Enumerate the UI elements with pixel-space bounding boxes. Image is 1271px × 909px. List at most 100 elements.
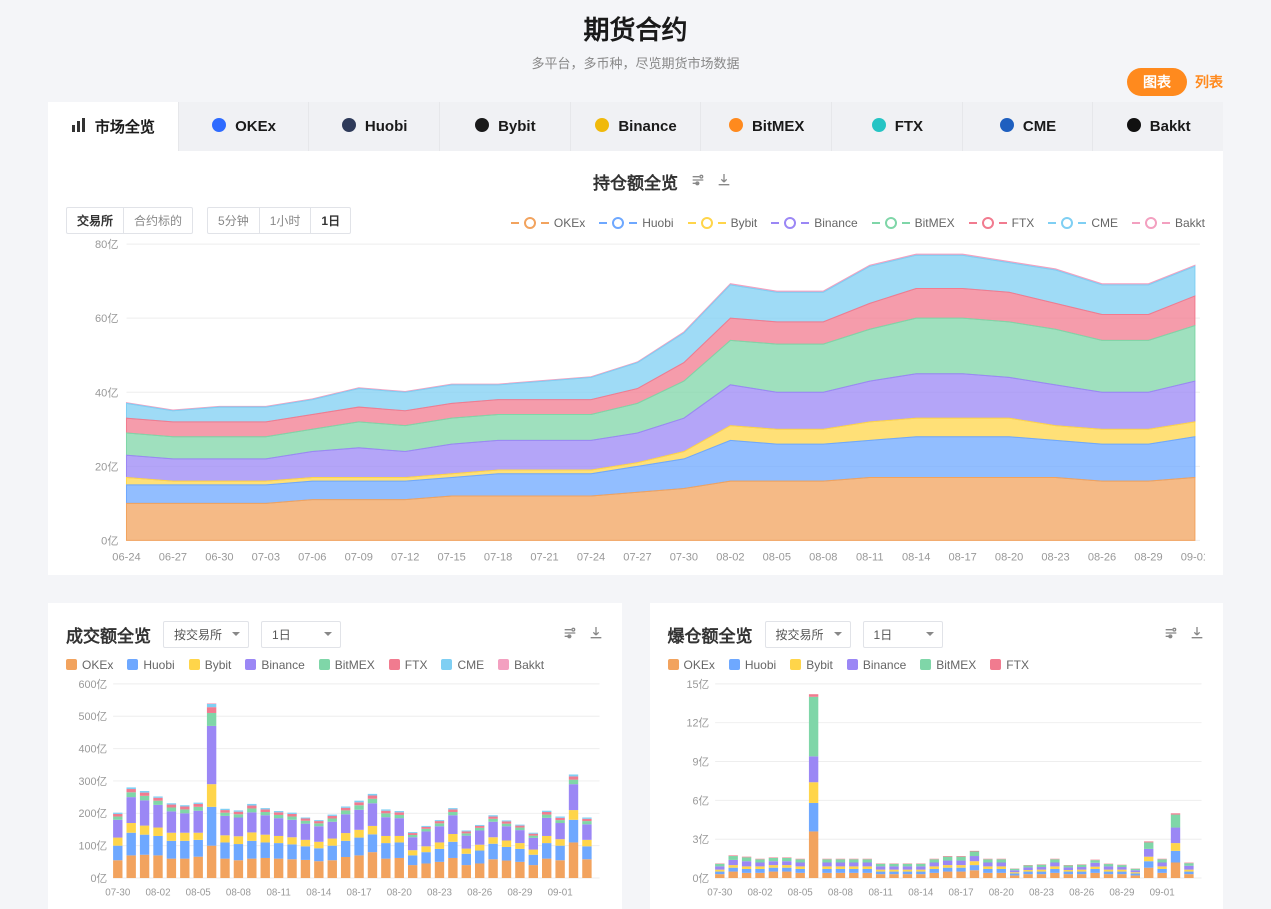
- download-icon[interactable]: [716, 172, 732, 191]
- page-title: 期货合约: [0, 10, 1271, 47]
- tab-cme[interactable]: CME: [963, 102, 1094, 151]
- bybit-icon: [474, 117, 490, 137]
- legend-item-bitmex[interactable]: BitMEX: [872, 216, 955, 230]
- legend-item-bitmex[interactable]: BitMEX: [319, 658, 375, 672]
- legend-item-okex[interactable]: OKEx: [511, 216, 585, 230]
- svg-text:08-17: 08-17: [948, 552, 976, 564]
- tab-label: CME: [1023, 118, 1056, 135]
- svg-text:6亿: 6亿: [692, 794, 709, 807]
- svg-text:08-17: 08-17: [347, 887, 372, 898]
- volume-select-group[interactable]: 按交易所: [163, 621, 249, 648]
- tab-label: Huobi: [365, 118, 408, 135]
- seg-option[interactable]: 1日: [311, 208, 350, 233]
- download-icon[interactable]: [1189, 625, 1205, 644]
- legend-item-okex[interactable]: OKEx: [66, 658, 113, 672]
- legend-item-huobi[interactable]: Huobi: [729, 658, 776, 672]
- settings-icon[interactable]: [562, 625, 578, 644]
- volume-select-interval[interactable]: 1日: [261, 621, 341, 648]
- svg-text:500亿: 500亿: [78, 710, 107, 723]
- mode-chart-button[interactable]: 图表: [1127, 68, 1187, 96]
- legend-item-ftx[interactable]: FTX: [389, 658, 428, 672]
- svg-text:08-29: 08-29: [1134, 552, 1162, 564]
- svg-text:100亿: 100亿: [78, 839, 107, 852]
- legend-item-binance[interactable]: Binance: [847, 658, 906, 672]
- legend-item-ftx[interactable]: FTX: [990, 658, 1029, 672]
- legend-item-ftx[interactable]: FTX: [969, 216, 1035, 230]
- legend-item-cme[interactable]: CME: [441, 658, 484, 672]
- svg-text:07-30: 07-30: [105, 887, 131, 898]
- svg-text:08-08: 08-08: [827, 887, 853, 898]
- svg-text:15亿: 15亿: [686, 677, 709, 690]
- tab-huobi[interactable]: Huobi: [309, 102, 440, 151]
- legend-item-okex[interactable]: OKEx: [668, 658, 715, 672]
- svg-text:08-02: 08-02: [747, 887, 772, 898]
- legend-item-bakkt[interactable]: Bakkt: [1132, 216, 1205, 230]
- area-seg-market[interactable]: 交易所合约标的: [66, 207, 193, 234]
- tab-label: Bybit: [498, 118, 536, 135]
- legend-item-binance[interactable]: Binance: [771, 216, 857, 230]
- legend-item-bybit[interactable]: Bybit: [688, 216, 758, 230]
- svg-text:0亿: 0亿: [101, 534, 118, 547]
- svg-text:08-05: 08-05: [787, 887, 813, 898]
- svg-text:08-08: 08-08: [809, 552, 837, 564]
- settings-icon[interactable]: [1163, 625, 1179, 644]
- bakkt-icon: [1126, 117, 1142, 137]
- seg-option[interactable]: 交易所: [67, 208, 124, 233]
- svg-text:0亿: 0亿: [692, 872, 709, 885]
- tab-okex[interactable]: OKEx: [179, 102, 310, 151]
- svg-text:09-01: 09-01: [1181, 552, 1205, 564]
- liq-chart: 0亿3亿6亿9亿12亿15亿07-3008-0208-0508-0808-110…: [668, 676, 1206, 902]
- legend-item-bybit[interactable]: Bybit: [189, 658, 232, 672]
- svg-text:08-20: 08-20: [995, 552, 1023, 564]
- huobi-icon: [341, 117, 357, 137]
- seg-option[interactable]: 5分钟: [208, 208, 260, 233]
- svg-text:08-26: 08-26: [467, 887, 493, 898]
- seg-option[interactable]: 合约标的: [124, 208, 192, 233]
- svg-text:08-23: 08-23: [1028, 887, 1054, 898]
- legend-item-huobi[interactable]: Huobi: [127, 658, 174, 672]
- ftx-icon: [871, 117, 887, 137]
- svg-text:60亿: 60亿: [95, 312, 118, 325]
- svg-text:07-21: 07-21: [530, 552, 558, 564]
- liq-chart-title: 爆仓额全览: [668, 622, 753, 647]
- legend-item-binance[interactable]: Binance: [245, 658, 304, 672]
- overview-icon: [71, 117, 87, 137]
- svg-text:08-29: 08-29: [1109, 887, 1134, 898]
- tab-bitmex[interactable]: BitMEX: [701, 102, 832, 151]
- legend-item-cme[interactable]: CME: [1048, 216, 1118, 230]
- tab-bybit[interactable]: Bybit: [440, 102, 571, 151]
- tab-binance[interactable]: Binance: [571, 102, 702, 151]
- liq-select-interval[interactable]: 1日: [863, 621, 943, 648]
- legend-item-huobi[interactable]: Huobi: [599, 216, 673, 230]
- svg-text:08-17: 08-17: [948, 887, 973, 898]
- mode-list-button[interactable]: 列表: [1195, 72, 1223, 92]
- tab-bakkt[interactable]: Bakkt: [1093, 102, 1223, 151]
- svg-text:08-08: 08-08: [226, 887, 252, 898]
- svg-text:08-20: 08-20: [387, 887, 413, 898]
- svg-text:08-14: 08-14: [306, 887, 332, 898]
- svg-text:08-29: 08-29: [507, 887, 532, 898]
- bitmex-icon: [728, 117, 744, 137]
- cme-icon: [999, 117, 1015, 137]
- svg-text:08-26: 08-26: [1088, 552, 1116, 564]
- tab-label: 市场全览: [95, 116, 155, 137]
- svg-text:07-15: 07-15: [437, 552, 465, 564]
- binance-icon: [594, 117, 610, 137]
- svg-text:07-18: 07-18: [484, 552, 512, 564]
- liq-select-group[interactable]: 按交易所: [765, 621, 851, 648]
- seg-option[interactable]: 1小时: [260, 208, 312, 233]
- tab-ftx[interactable]: FTX: [832, 102, 963, 151]
- legend-item-bybit[interactable]: Bybit: [790, 658, 833, 672]
- legend-item-bitmex[interactable]: BitMEX: [920, 658, 976, 672]
- svg-text:400亿: 400亿: [78, 742, 107, 755]
- tab-label: OKEx: [235, 118, 276, 135]
- legend-item-bakkt[interactable]: Bakkt: [498, 658, 544, 672]
- tab-label: FTX: [895, 118, 923, 135]
- svg-text:08-11: 08-11: [868, 887, 892, 898]
- settings-icon[interactable]: [690, 172, 706, 191]
- volume-chart-title: 成交额全览: [66, 622, 151, 647]
- svg-text:07-27: 07-27: [623, 552, 651, 564]
- area-seg-interval[interactable]: 5分钟1小时1日: [207, 207, 351, 234]
- download-icon[interactable]: [588, 625, 604, 644]
- tab-overview[interactable]: 市场全览: [48, 102, 179, 151]
